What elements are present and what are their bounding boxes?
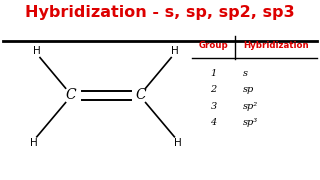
Text: Group: Group (199, 40, 228, 50)
Text: H: H (33, 46, 41, 56)
Text: 2: 2 (211, 86, 217, 94)
Text: sp²: sp² (243, 102, 258, 111)
Text: H: H (30, 138, 37, 148)
Text: C: C (65, 88, 76, 102)
Text: H: H (171, 46, 178, 56)
Text: Hybridization - s, sp, sp2, sp3: Hybridization - s, sp, sp2, sp3 (25, 5, 295, 20)
Text: Hybridization: Hybridization (243, 40, 309, 50)
Text: 4: 4 (211, 118, 217, 127)
Text: 3: 3 (211, 102, 217, 111)
Text: H: H (174, 138, 181, 148)
Text: C: C (135, 88, 146, 102)
Text: sp: sp (243, 86, 254, 94)
Text: sp³: sp³ (243, 118, 258, 127)
Text: 1: 1 (211, 69, 217, 78)
Text: s: s (243, 69, 248, 78)
